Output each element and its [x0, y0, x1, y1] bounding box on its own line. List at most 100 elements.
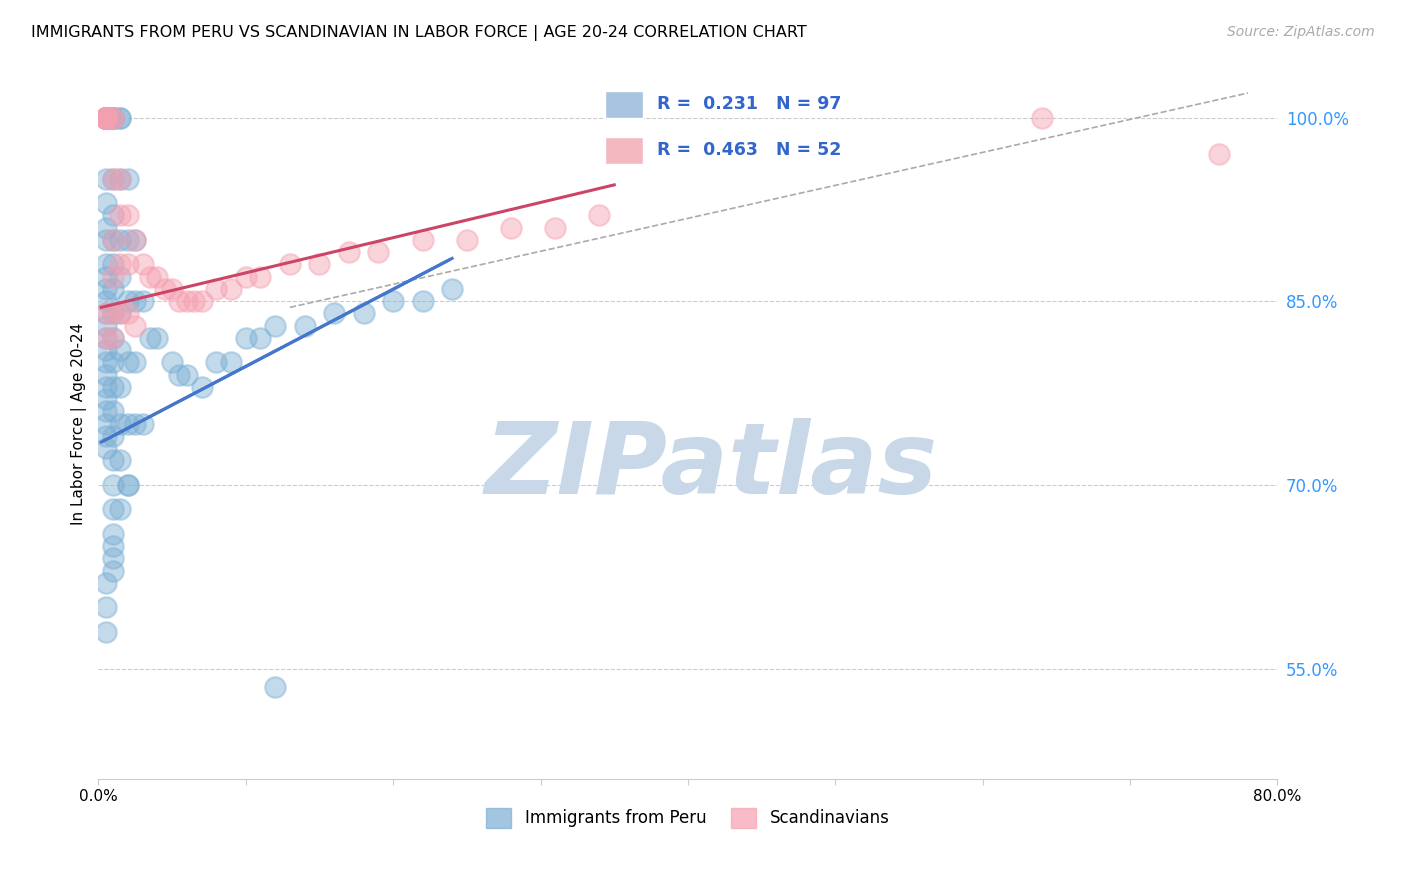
Point	[101, 111, 124, 125]
Point	[101, 429, 124, 443]
Point	[110, 171, 132, 186]
Point	[94, 404, 117, 418]
Point	[205, 355, 228, 369]
Point	[124, 417, 146, 431]
Point	[94, 111, 117, 125]
Text: ZIPatlas: ZIPatlas	[485, 417, 938, 515]
Point	[110, 209, 132, 223]
Point	[110, 258, 132, 272]
Point	[94, 331, 117, 345]
Point	[94, 111, 117, 125]
Point	[101, 355, 124, 369]
Point	[124, 233, 146, 247]
Point	[101, 478, 124, 492]
Point	[153, 282, 176, 296]
Point	[101, 111, 124, 125]
Point	[131, 294, 153, 309]
Point	[278, 258, 301, 272]
Point	[94, 233, 117, 247]
Point	[117, 294, 139, 309]
Point	[124, 233, 146, 247]
Point	[456, 233, 478, 247]
Point	[101, 527, 124, 541]
Point	[101, 209, 124, 223]
Point	[117, 417, 139, 431]
Point	[94, 111, 117, 125]
Point	[101, 233, 124, 247]
Point	[219, 355, 242, 369]
Point	[110, 502, 132, 516]
Point	[101, 282, 124, 296]
FancyBboxPatch shape	[606, 136, 643, 164]
Point	[94, 111, 117, 125]
Point	[117, 355, 139, 369]
Point	[101, 564, 124, 578]
Point	[110, 111, 132, 125]
Point	[101, 306, 124, 320]
Point	[323, 306, 346, 320]
Point	[101, 171, 124, 186]
Point	[94, 220, 117, 235]
Point	[1031, 111, 1053, 125]
Point	[308, 258, 330, 272]
Point	[94, 380, 117, 394]
Point	[124, 294, 146, 309]
Point	[94, 111, 117, 125]
Point	[94, 111, 117, 125]
Point	[94, 429, 117, 443]
Point	[94, 417, 117, 431]
Point	[101, 111, 124, 125]
Point	[190, 294, 212, 309]
Point	[264, 680, 287, 694]
Point	[117, 258, 139, 272]
Point	[101, 453, 124, 467]
Point	[101, 111, 124, 125]
Point	[94, 111, 117, 125]
Point	[249, 331, 271, 345]
Point	[94, 441, 117, 455]
Point	[94, 111, 117, 125]
Point	[169, 294, 191, 309]
Point	[94, 111, 117, 125]
Point	[101, 539, 124, 553]
Point	[412, 233, 434, 247]
Point	[94, 306, 117, 320]
Point	[101, 331, 124, 345]
Point	[101, 331, 124, 345]
Point	[94, 111, 117, 125]
Point	[183, 294, 205, 309]
Point	[382, 294, 405, 309]
Point	[94, 355, 117, 369]
Point	[176, 368, 198, 382]
Point	[294, 318, 316, 333]
Point	[94, 196, 117, 211]
Point	[110, 306, 132, 320]
Point	[94, 111, 117, 125]
Text: IMMIGRANTS FROM PERU VS SCANDINAVIAN IN LABOR FORCE | AGE 20-24 CORRELATION CHAR: IMMIGRANTS FROM PERU VS SCANDINAVIAN IN …	[31, 25, 807, 41]
Point	[117, 209, 139, 223]
Point	[110, 417, 132, 431]
Point	[190, 380, 212, 394]
Point	[101, 306, 124, 320]
Text: R =  0.231   N = 97: R = 0.231 N = 97	[657, 95, 842, 113]
Point	[94, 624, 117, 639]
Point	[588, 209, 610, 223]
Point	[110, 453, 132, 467]
Point	[117, 233, 139, 247]
Point	[110, 343, 132, 358]
Point	[94, 343, 117, 358]
Point	[124, 318, 146, 333]
Point	[110, 171, 132, 186]
Point	[101, 502, 124, 516]
Text: R =  0.463   N = 52: R = 0.463 N = 52	[657, 141, 842, 159]
Point	[353, 306, 375, 320]
FancyBboxPatch shape	[606, 91, 643, 118]
Point	[146, 269, 169, 284]
Point	[94, 294, 117, 309]
Point	[117, 478, 139, 492]
Point	[94, 306, 117, 320]
Point	[176, 294, 198, 309]
Point	[94, 576, 117, 591]
Point	[101, 269, 124, 284]
Point	[139, 331, 162, 345]
